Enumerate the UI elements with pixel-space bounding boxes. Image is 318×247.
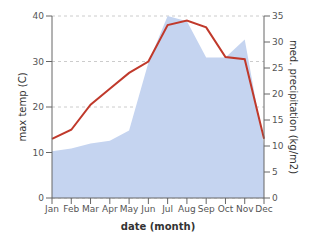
svg-text:25: 25 <box>272 63 283 73</box>
svg-text:Sep: Sep <box>198 204 215 214</box>
svg-text:Jun: Jun <box>140 204 155 214</box>
svg-text:20: 20 <box>272 89 284 99</box>
svg-text:Aug: Aug <box>178 204 196 214</box>
svg-text:Jan: Jan <box>44 204 59 214</box>
svg-text:30: 30 <box>272 37 284 47</box>
svg-text:med. precipitation (kg/m2): med. precipitation (kg/m2) <box>288 40 299 174</box>
svg-text:Nov: Nov <box>236 204 254 214</box>
svg-text:15: 15 <box>272 115 283 125</box>
svg-text:30: 30 <box>33 57 45 67</box>
svg-text:20: 20 <box>33 102 45 112</box>
svg-text:Dec: Dec <box>255 204 272 214</box>
svg-text:Mar: Mar <box>82 204 99 214</box>
svg-text:10: 10 <box>33 148 45 158</box>
svg-text:0: 0 <box>272 193 278 203</box>
svg-text:Oct: Oct <box>218 204 234 214</box>
svg-text:5: 5 <box>272 167 278 177</box>
svg-text:Apr: Apr <box>102 204 118 214</box>
svg-text:max temp (C): max temp (C) <box>17 72 28 141</box>
svg-text:40: 40 <box>33 11 45 21</box>
svg-text:35: 35 <box>272 11 283 21</box>
svg-text:0: 0 <box>38 193 44 203</box>
svg-text:Feb: Feb <box>63 204 79 214</box>
svg-text:Jul: Jul <box>161 204 173 214</box>
svg-text:date (month): date (month) <box>121 221 195 232</box>
svg-text:10: 10 <box>272 141 284 151</box>
svg-text:May: May <box>120 204 139 214</box>
